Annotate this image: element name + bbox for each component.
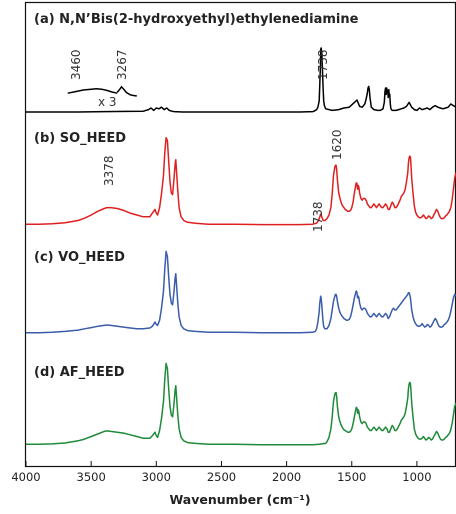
- scale-factor-x3-label: x 3: [98, 95, 117, 109]
- panel-c: (c) VO_HEED: [26, 250, 456, 334]
- panel-a: (a) N,N’Bis(2-hydroxyethyl)ethylenediami…: [26, 12, 456, 113]
- peak-label-a-1738: 1738: [316, 49, 330, 80]
- panel-c-label: (c) VO_HEED: [34, 250, 125, 265]
- x-tick-label-1000: 1000: [402, 470, 431, 484]
- spectrum-d-trace: [26, 362, 456, 446]
- x-tick-label-2500: 2500: [207, 470, 236, 484]
- panel-d: (d) AF_HEED: [26, 362, 456, 446]
- panel-b-label: (b) SO_HEED: [34, 131, 126, 146]
- panel-d-label: (d) AF_HEED: [34, 365, 125, 380]
- spectrum-a-inset-3267: [116, 85, 137, 97]
- panel-a-label: (a) N,N’Bis(2-hydroxyethyl)ethylenediami…: [34, 12, 359, 27]
- peak-label-b-3378: 3378: [102, 155, 116, 186]
- peak-label-a-3267: 3267: [115, 49, 129, 80]
- spectrum-a-inset-3460: [67, 88, 118, 94]
- x-tick-label-4000: 4000: [11, 470, 40, 484]
- x-tick-label-1500: 1500: [337, 470, 366, 484]
- plot-frame: [24, 1, 456, 468]
- peak-label-a-3460: 3460: [69, 49, 83, 80]
- peak-label-b-1620: 1620: [330, 129, 344, 160]
- x-tick-label-2000: 2000: [272, 470, 301, 484]
- x-axis: 4000 3500 3000 2500 2000 1500 1000 Waven…: [11, 461, 432, 507]
- spectrum-a-trace: [26, 47, 456, 113]
- x-tick-label-3500: 3500: [77, 470, 106, 484]
- spectrum-c-trace: [26, 250, 456, 334]
- peak-label-b-1738: 1738: [311, 201, 325, 232]
- spectrum-b-trace: [26, 136, 456, 226]
- x-axis-title: Wavenumber (cm⁻¹): [169, 492, 310, 507]
- panel-b: (b) SO_HEED 3378 1738 1620: [26, 129, 456, 232]
- x-tick-label-3000: 3000: [142, 470, 171, 484]
